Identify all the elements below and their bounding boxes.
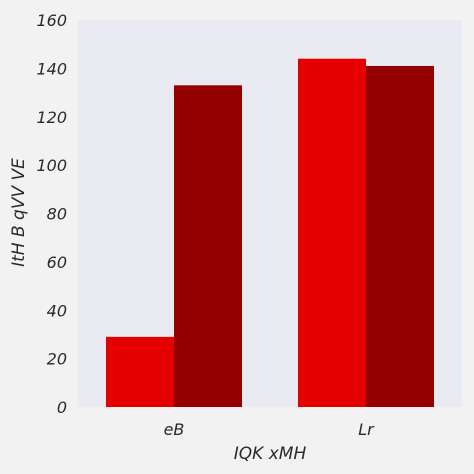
y-tick-label: 100 [36, 156, 67, 175]
x-axis-label: IQK xMH [234, 444, 307, 464]
y-axis-ticks: 0 20 40 60 80 100 120 140 160 [36, 11, 67, 417]
y-tick-label: 60 [47, 253, 67, 272]
y-tick-label: 160 [36, 11, 67, 30]
y-tick-label: 20 [47, 350, 67, 369]
y-tick-label: 140 [36, 59, 67, 78]
y-tick-label: 80 [47, 205, 67, 224]
x-tick-label-eB: eB [164, 420, 185, 439]
bar-Lr-series-1 [298, 58, 366, 407]
x-axis-ticks: eB Lr [164, 420, 376, 439]
x-tick-label-Lr: Lr [358, 420, 375, 439]
bar-eB-series-1 [106, 336, 174, 407]
bars-group [106, 58, 434, 408]
bar-eB-series-2 [174, 85, 242, 408]
y-tick-label: 120 [36, 108, 67, 127]
bar-Lr-series-2 [366, 65, 434, 408]
y-axis-label: ItH B qVV VE [9, 158, 29, 267]
y-tick-label: 40 [47, 301, 67, 320]
y-tick-label: 0 [57, 398, 67, 417]
